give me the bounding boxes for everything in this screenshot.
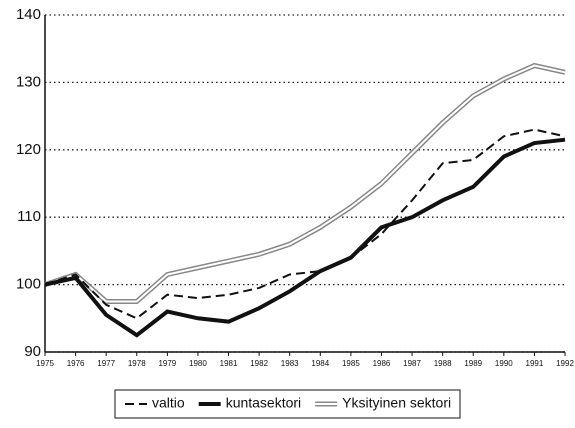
line-inner xyxy=(44,64,566,303)
x-tick-label: 1991 xyxy=(526,359,544,368)
x-tick-label: 1981 xyxy=(220,359,238,368)
legend-label: valtio xyxy=(152,395,185,411)
x-tick-label: 1987 xyxy=(403,359,421,368)
x-tick-label: 1986 xyxy=(373,359,391,368)
line xyxy=(44,62,566,304)
x-tick-label: 1984 xyxy=(311,359,329,368)
x-tick-label: 1980 xyxy=(189,359,207,368)
x-tick-label: 1989 xyxy=(464,359,482,368)
line xyxy=(44,128,566,320)
x-tick-label: 1985 xyxy=(342,359,360,368)
x-tick-label: 1975 xyxy=(36,359,54,368)
y-tick-label: 100 xyxy=(16,276,41,293)
legend-box xyxy=(114,389,461,419)
legend-label: kuntasektori xyxy=(226,395,301,411)
x-tick-label: 1988 xyxy=(434,359,452,368)
legend: valtio kuntasektori Yksityinen sektori xyxy=(114,389,461,419)
line xyxy=(44,137,566,338)
y-tick-label: 140 xyxy=(16,6,41,23)
x-tick-label: 1983 xyxy=(281,359,299,368)
x-tick-label: 1990 xyxy=(495,359,513,368)
y-tick-label: 90 xyxy=(24,343,41,360)
x-tick-label: 1982 xyxy=(250,359,268,368)
x-tick-label: 1976 xyxy=(67,359,85,368)
x-tick-label: 1979 xyxy=(158,359,176,368)
y-tick-label: 120 xyxy=(16,141,41,158)
x-tick-label: 1978 xyxy=(128,359,146,368)
x-tick-label: 1977 xyxy=(97,359,115,368)
y-tick-label: 130 xyxy=(16,73,41,90)
legend-label: Yksityinen sektori xyxy=(342,395,451,411)
x-tick-label: 1992 xyxy=(556,359,574,368)
y-tick-label: 110 xyxy=(17,208,41,225)
